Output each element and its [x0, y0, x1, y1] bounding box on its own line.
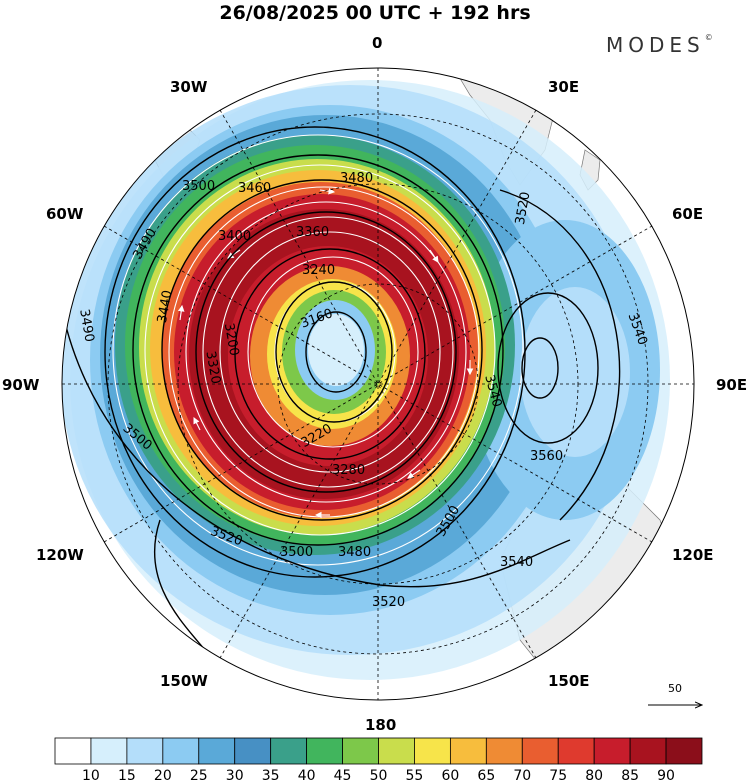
- colorbar-tick-label: 60: [441, 768, 459, 782]
- colorbar-tick-label: 30: [226, 768, 244, 782]
- graticule: [62, 68, 694, 700]
- colorbar-tick-label: 85: [621, 768, 639, 782]
- colorbar-swatch: [593, 737, 631, 765]
- lon-label-180: 180: [365, 716, 397, 734]
- colorbar-tick-label: 35: [262, 768, 280, 782]
- lon-label-150w: 150W: [160, 672, 208, 690]
- colorbar-tick-label: 50: [370, 768, 388, 782]
- lon-label-90w: 90W: [2, 376, 40, 394]
- contour-label: 3520: [513, 191, 534, 226]
- colorbar-swatch: [54, 737, 92, 765]
- colorbar-swatch: [90, 737, 128, 765]
- contour-label: 3520: [372, 595, 405, 610]
- colorbar-swatch: [126, 737, 164, 765]
- lon-label-0: 0: [372, 34, 383, 52]
- contour-label: 3240: [302, 263, 335, 278]
- colorbar-swatch: [162, 737, 200, 765]
- colorbar-swatch: [629, 737, 667, 765]
- contour-label: 3500: [182, 179, 215, 194]
- height-contours: [62, 126, 621, 651]
- lon-label-60w: 60W: [46, 205, 84, 223]
- lon-label-90e: 90E: [716, 376, 748, 394]
- colorbar-tick-label: 90: [657, 768, 675, 782]
- colorbar-tick-label: 70: [513, 768, 531, 782]
- contour-label: 3200: [221, 322, 242, 357]
- colorbar-swatch: [270, 737, 308, 765]
- copyright-mark: ©: [704, 33, 713, 42]
- colorbar-tick-label: 80: [585, 768, 603, 782]
- colorbar-tick-label: 15: [118, 768, 136, 782]
- contour-label: 3280: [332, 463, 365, 478]
- contour-label: 3460: [238, 181, 271, 196]
- contour-label: 3480: [338, 545, 371, 560]
- chart-title: 26/08/2025 00 UTC + 192 hrs: [219, 2, 531, 24]
- colorbar-tick-label: 75: [549, 768, 567, 782]
- reference-vector-label: 50: [668, 682, 682, 695]
- map-disk: 3160 3200 3220 3240 3280 3320 3360 3400 …: [62, 68, 694, 700]
- colorbar-swatch: [306, 737, 343, 765]
- brand-logo: MODES©: [606, 33, 713, 57]
- colorbar-tick-label: 20: [154, 768, 172, 782]
- contour-label: 3400: [218, 229, 251, 244]
- colorbar-tick-label: 65: [477, 768, 495, 782]
- lon-label-60e: 60E: [672, 205, 704, 223]
- contour-label: 3440: [155, 289, 176, 324]
- colorbar: 10 15 20 25 30 35 40 45 50 55 60 65 70 75 80 85 90: [54, 737, 703, 782]
- colorbar-swatch: [198, 737, 236, 765]
- contour-label: 3360: [296, 225, 329, 240]
- colorbar-swatch: [485, 737, 523, 765]
- colorbar-swatch: [665, 737, 703, 765]
- lon-label-120e: 120E: [672, 546, 714, 564]
- colorbar-tick-label: 55: [406, 768, 424, 782]
- colorbar-swatch: [521, 737, 559, 765]
- wind-shading: [62, 80, 670, 680]
- map-border: [61, 67, 695, 701]
- contour-label: 3320: [202, 350, 223, 385]
- lon-label-30w: 30W: [170, 78, 208, 96]
- colorbar-swatch: [557, 737, 595, 765]
- contour-label: 3540: [500, 555, 533, 570]
- contour-label: 3560: [530, 449, 563, 464]
- contour-label: 3480: [340, 171, 373, 186]
- colorbar-tick-label: 25: [190, 768, 208, 782]
- colorbar-tick-label: 45: [334, 768, 352, 782]
- contour-label: 3520: [167, 641, 203, 664]
- colorbar-swatch: [378, 737, 415, 765]
- contour-label: 3500: [280, 545, 313, 560]
- colorbar-tick-label: 10: [82, 768, 100, 782]
- colorbar-swatch: [449, 737, 487, 765]
- colorbar-tick-label: 40: [298, 768, 316, 782]
- colorbar-swatch: [342, 737, 379, 765]
- brand-name: MODES: [606, 33, 705, 57]
- colorbar-swatch: [234, 737, 272, 765]
- contour-label: 3490: [76, 308, 97, 343]
- lon-label-30e: 30E: [548, 78, 580, 96]
- lon-label-150e: 150E: [548, 672, 590, 690]
- colorbar-swatch: [414, 737, 451, 765]
- lon-label-120w: 120W: [36, 546, 84, 564]
- polar-map: 3160 3200 3220 3240 3280 3320 3360 3400 …: [61, 67, 750, 730]
